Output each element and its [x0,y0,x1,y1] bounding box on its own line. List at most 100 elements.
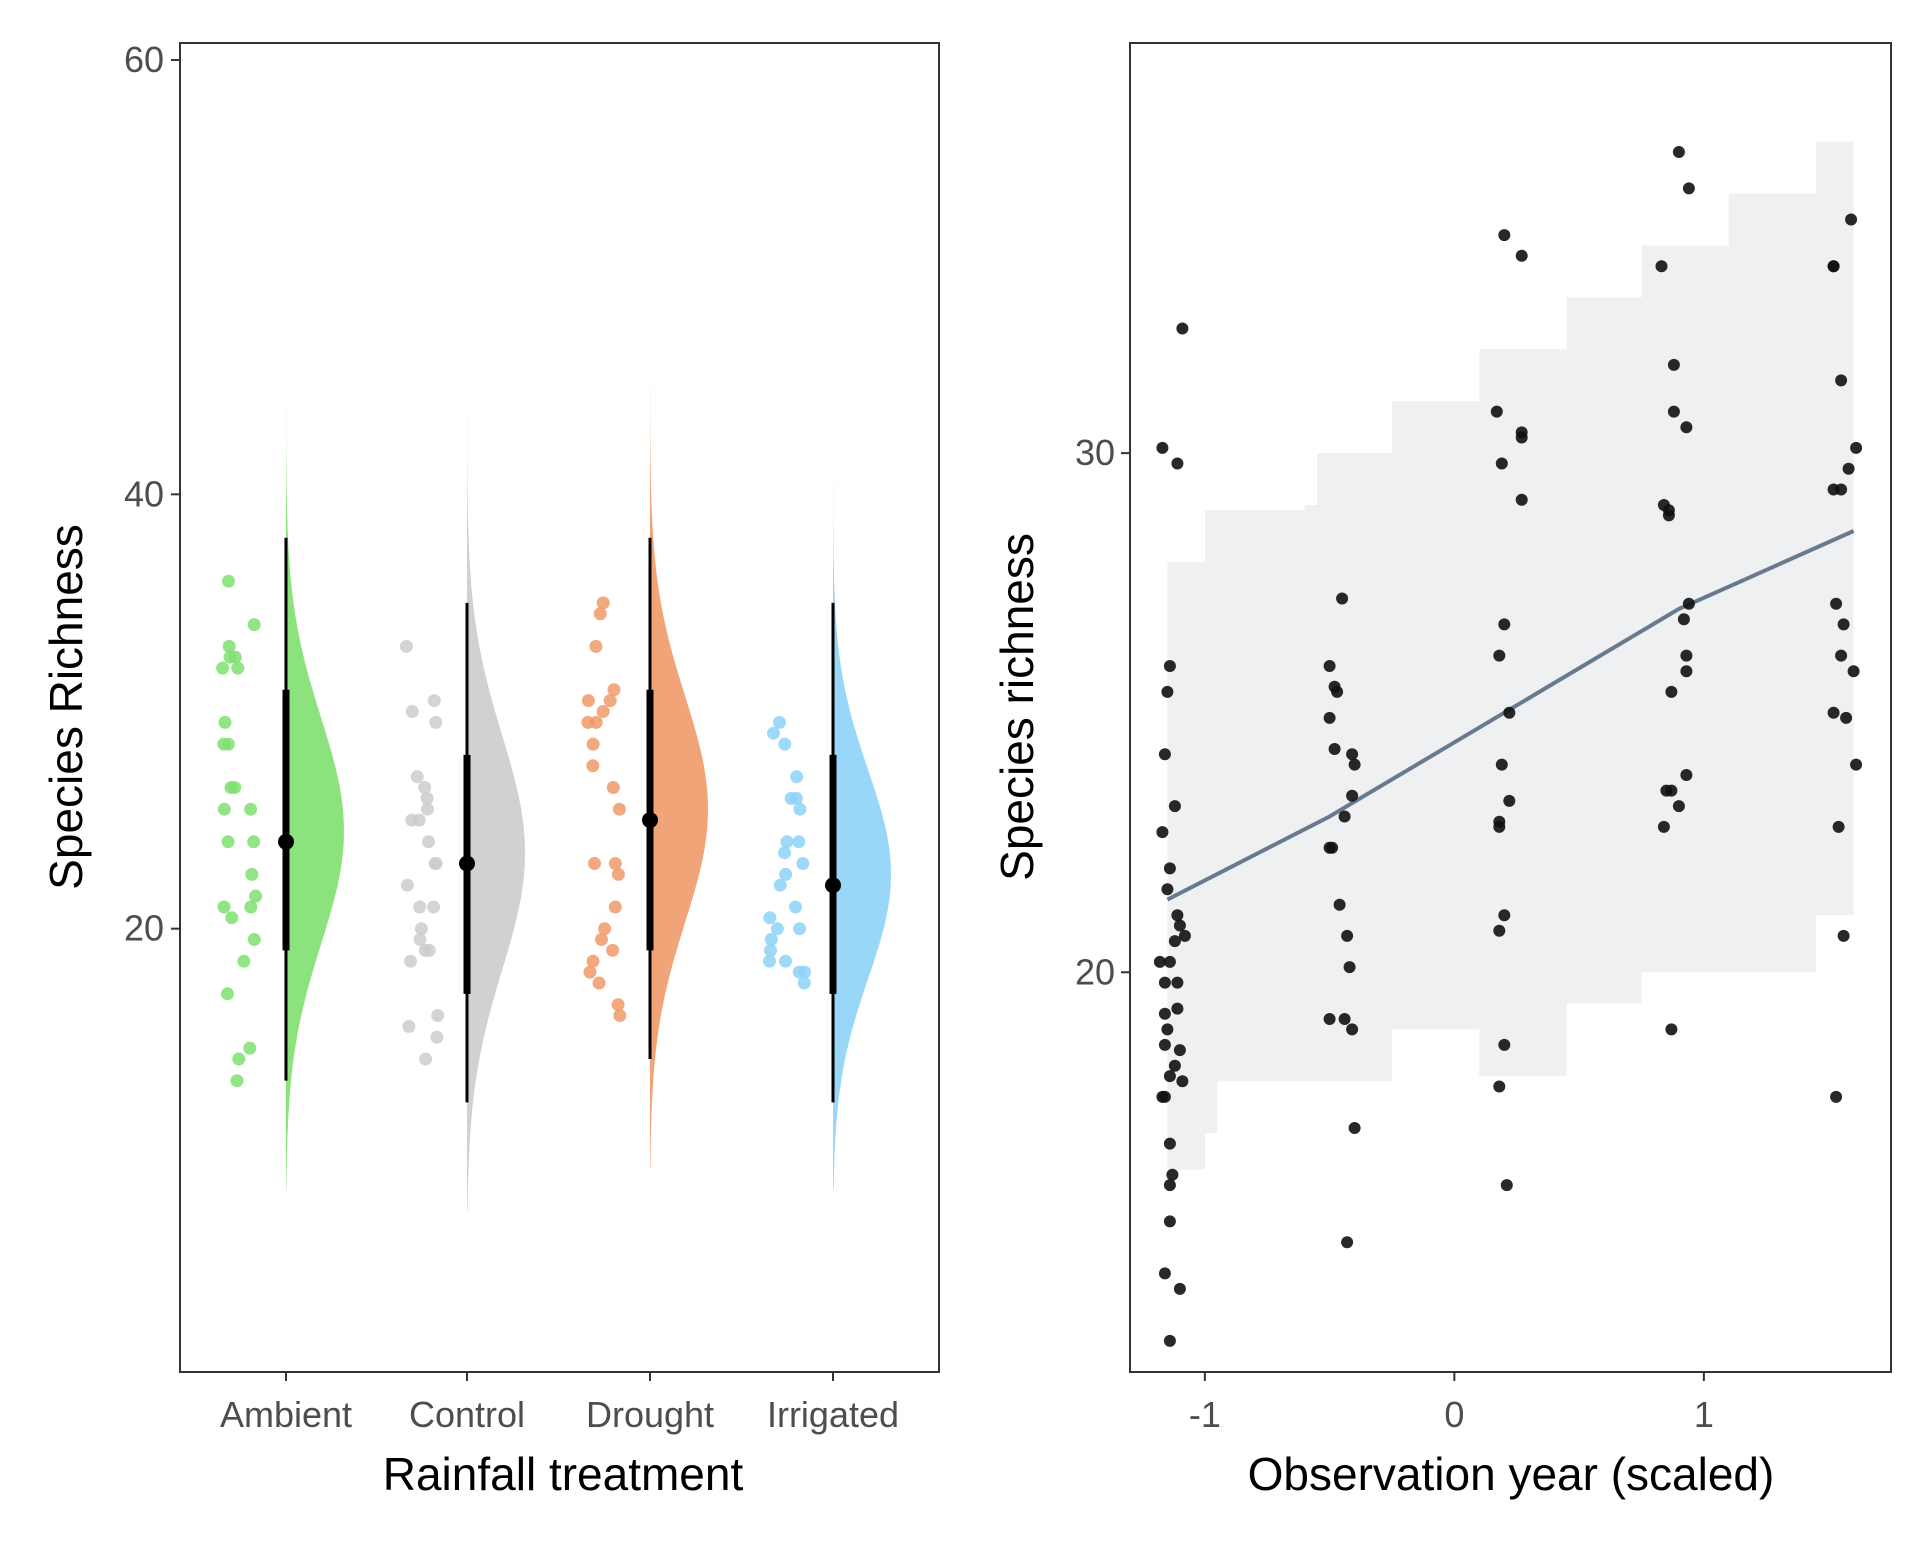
scatter-point [1490,405,1503,418]
raw-point [217,737,231,751]
scatter-point [1171,976,1184,989]
raw-point [427,694,441,708]
scatter-point [1163,955,1176,968]
raw-point [792,835,806,849]
raw-point [245,867,259,881]
scatter-point [1665,1023,1678,1036]
left-y-axis: 20 40 60 [124,39,180,949]
scatter-point [1153,955,1166,968]
raw-point [790,770,804,784]
scatter-point [1837,618,1850,631]
raw-point [249,889,263,903]
right-x-axis: -1 0 1 [1189,1372,1714,1435]
scatter-point [1665,784,1678,797]
scatter-point [1680,649,1693,662]
raw-point [410,770,424,784]
raw-point [608,900,622,914]
scatter-point [1158,1038,1171,1051]
scatter-point [1346,748,1359,761]
scatter-point [1515,249,1528,262]
raw-point [232,1052,246,1066]
density-cloud-irrigated [833,450,891,1190]
raw-point [431,1009,445,1022]
x-tick-label: 1 [1694,1394,1714,1435]
left-x-axis: Ambient Control Drought Irrigated [220,1372,899,1435]
raw-point [404,954,418,968]
y-tick-label: 20 [124,908,164,949]
y-tick-label: 20 [1075,951,1115,992]
raw-point [612,802,626,816]
scatter-point [1161,1023,1174,1036]
scatter-point [1323,1013,1336,1025]
raw-point [581,715,595,729]
scatter-point [1835,483,1848,496]
scatter-point [1166,1168,1179,1181]
raw-point [793,802,807,816]
density-cloud-ambient [286,364,344,1190]
scatter-point [1178,929,1191,942]
scatter-point [1847,665,1860,678]
scatter-point [1830,597,1843,610]
scatter-point [1346,1023,1359,1036]
scatter-point [1665,685,1678,698]
raw-point [611,867,625,881]
raw-point [414,922,428,936]
scatter-point [1827,706,1840,719]
density-cloud-drought [650,385,708,1168]
scatter-point [1493,649,1506,662]
scatter-point [1827,260,1840,273]
raw-point [220,987,234,1001]
raw-point [763,954,776,968]
scatter-point [1680,665,1693,678]
raw-point [767,726,780,740]
scatter-point [1158,976,1171,989]
scatter-point [1168,935,1181,948]
scatter-point [1493,820,1506,833]
raw-point [603,694,617,708]
scatter-point [1850,758,1863,771]
raw-point [789,900,802,914]
scatter-point [1493,924,1506,937]
scatter-point [1171,1002,1184,1015]
raw-point [770,922,784,936]
raw-point [231,661,245,675]
scatter-point [1163,862,1176,875]
scatter-point [1515,431,1528,444]
raw-point [797,976,811,990]
scatter-point [1498,909,1511,922]
raw-point [405,705,419,718]
raw-point [583,965,597,979]
raw-point [778,846,791,860]
scatter-point [1323,660,1336,672]
scatter-point [1171,909,1184,922]
left-x-axis-title: Rainfall treatment [383,1448,744,1500]
raw-point [427,900,441,914]
raw-point [764,943,777,957]
scatter-point [1168,1059,1181,1072]
x-tick-label: Irrigated [767,1394,899,1435]
scatter-point [1680,769,1693,781]
scatter-point [1341,929,1354,942]
raw-point [420,791,434,805]
scatter-point [1842,462,1855,475]
median-point [642,812,658,829]
jitter-points [216,574,811,1088]
x-tick-label: 0 [1444,1394,1464,1435]
scatter-point [1495,457,1508,470]
raw-point [247,618,261,632]
median-intervals [278,537,841,1103]
scatter-point [1176,1075,1189,1088]
scatter-point [1682,597,1695,610]
raw-point [586,759,600,773]
raw-point [780,835,794,849]
raw-point [606,781,620,794]
raw-point [588,857,601,870]
raw-point [247,835,261,849]
scatter-point [1158,1007,1171,1020]
raw-point [598,922,612,936]
density-clouds [286,364,891,1211]
scatter-point [1657,820,1670,833]
scatter-point [1348,758,1361,771]
raw-point [595,933,608,946]
raw-point [773,878,787,892]
